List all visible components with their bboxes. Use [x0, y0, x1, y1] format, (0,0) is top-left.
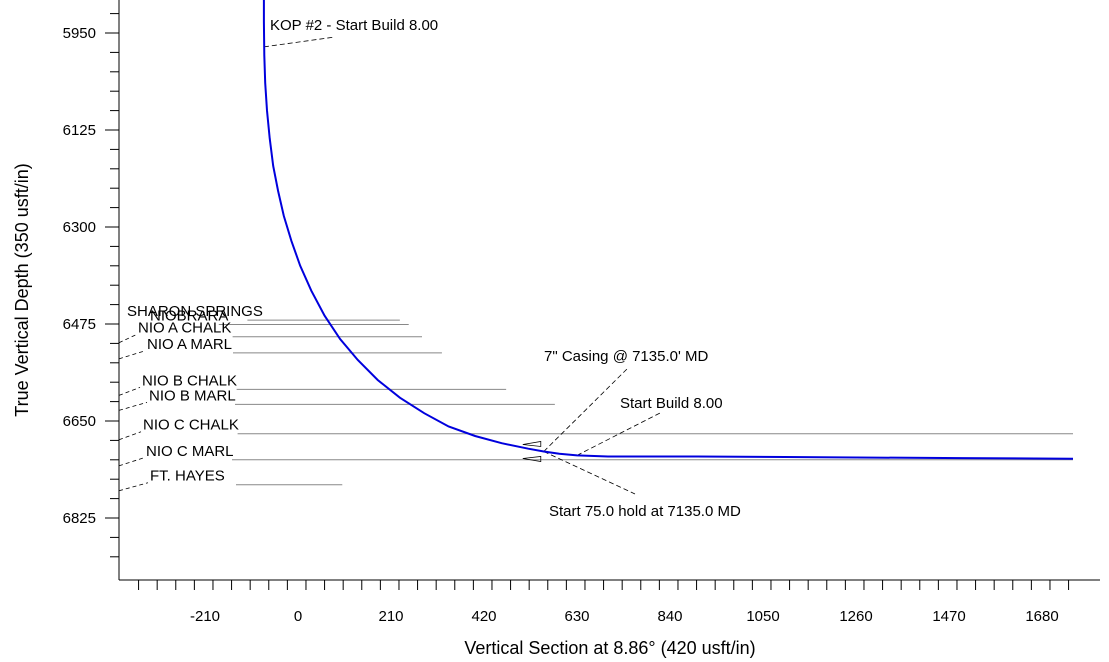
kop-leader — [263, 36, 336, 48]
y-axis-title: True Vertical Depth (350 usft/in) — [12, 163, 32, 416]
casing-shoe-upper — [522, 441, 542, 447]
annotation-casing: 7" Casing @ 7135.0' MD — [544, 348, 708, 365]
formation-label: NIO B CHALK — [142, 372, 237, 389]
x-tick-label: 420 — [471, 608, 496, 625]
annotation-hold: Start 75.0 hold at 7135.0 MD — [549, 503, 741, 520]
y-tick-label: 6125 — [63, 122, 96, 139]
casing-leader — [543, 367, 629, 452]
x-tick-label: 0 — [294, 608, 302, 625]
formation-label: NIO A MARL — [147, 336, 232, 353]
x-tick-label: 1680 — [1025, 608, 1058, 625]
formation-label: NIOBRARA — [150, 308, 228, 325]
x-tick-label: 840 — [657, 608, 682, 625]
formation-label: FT. HAYES — [150, 468, 225, 485]
formation-leader — [118, 350, 146, 360]
casing-shoe-lower — [522, 456, 542, 462]
y-tick-label: 6650 — [63, 413, 96, 430]
x-tick-label: 210 — [378, 608, 403, 625]
formation-leader — [118, 401, 148, 411]
formation-label: NIO A CHALK — [138, 320, 231, 337]
annotation-start-build: Start Build 8.00 — [620, 395, 723, 412]
wellbore-trajectory-line — [262, 0, 1074, 460]
x-tick-label: 630 — [564, 608, 589, 625]
axis-ticks — [105, 13, 1070, 590]
x-tick-label: -210 — [190, 608, 220, 625]
hold-leader — [543, 451, 636, 495]
axes — [118, 0, 1100, 581]
formation-lines — [218, 319, 1073, 486]
y-tick-label: 6825 — [63, 510, 96, 527]
formation-label: NIO C MARL — [146, 443, 234, 460]
formation-leader — [118, 482, 149, 492]
y-tick-label: 6300 — [63, 219, 96, 236]
x-tick-label: 1260 — [839, 608, 872, 625]
x-tick-label: 1050 — [746, 608, 779, 625]
formation-leader — [118, 334, 137, 344]
formation-leader — [118, 457, 145, 467]
annotation-kop: KOP #2 - Start Build 8.00 — [270, 17, 438, 34]
formation-label: NIO B MARL — [149, 387, 236, 404]
text-labels: -210 0 210 420 630 840 1050 1260 1470 1680 5950 612… — [63, 17, 1059, 625]
y-tick-label: 6475 — [63, 316, 96, 333]
formation-leader — [118, 431, 142, 441]
formation-label: NIO C CHALK — [143, 417, 239, 434]
formation-leader — [118, 387, 141, 396]
formation-label: SHARON SPRINGS — [127, 303, 263, 320]
x-tick-label: 1470 — [932, 608, 965, 625]
x-axis-title: Vertical Section at 8.86° (420 usft/in) — [464, 638, 755, 658]
annotation-leaders — [118, 36, 661, 495]
casing-markers — [522, 441, 542, 462]
y-tick-label: 5950 — [63, 25, 96, 42]
